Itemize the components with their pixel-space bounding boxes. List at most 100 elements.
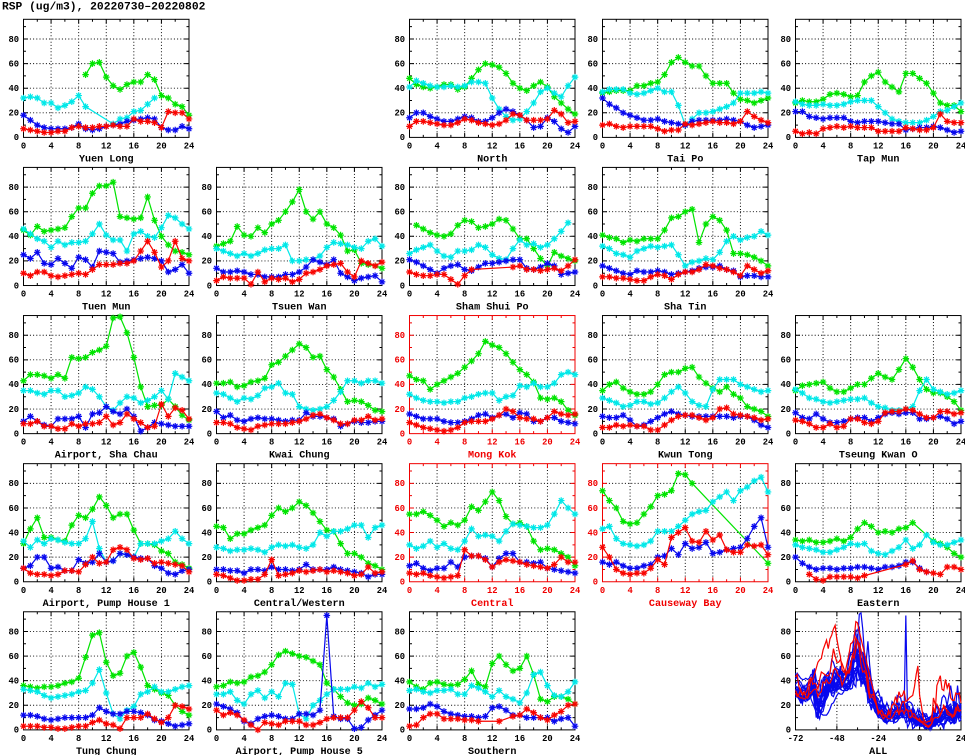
svg-text:16: 16 xyxy=(129,141,140,151)
svg-text:24: 24 xyxy=(184,586,195,596)
svg-text:0: 0 xyxy=(21,586,26,596)
svg-text:4: 4 xyxy=(434,141,440,151)
svg-text:0: 0 xyxy=(14,281,19,291)
svg-text:80: 80 xyxy=(8,331,19,341)
svg-text:0: 0 xyxy=(214,734,219,744)
svg-text:8: 8 xyxy=(462,438,467,448)
svg-text:12: 12 xyxy=(873,586,884,596)
svg-text:0: 0 xyxy=(593,429,598,439)
svg-text:80: 80 xyxy=(8,627,19,637)
svg-text:40: 40 xyxy=(587,528,598,538)
svg-text:80: 80 xyxy=(587,183,598,193)
svg-text:20: 20 xyxy=(542,290,553,300)
svg-text:0: 0 xyxy=(400,726,405,736)
svg-text:Sham Shui Po: Sham Shui Po xyxy=(456,302,529,314)
svg-text:Yuen Long: Yuen Long xyxy=(79,154,134,165)
svg-text:Mong Kok: Mong Kok xyxy=(468,450,516,462)
svg-text:80: 80 xyxy=(201,331,212,341)
svg-text:20: 20 xyxy=(735,290,746,300)
svg-text:16: 16 xyxy=(901,586,912,596)
svg-text:0: 0 xyxy=(600,141,605,151)
svg-text:24: 24 xyxy=(956,438,965,448)
svg-text:80: 80 xyxy=(780,331,791,341)
svg-text:80: 80 xyxy=(780,627,791,637)
svg-text:60: 60 xyxy=(8,208,19,218)
svg-text:20: 20 xyxy=(349,290,360,300)
svg-text:60: 60 xyxy=(8,59,19,69)
svg-text:16: 16 xyxy=(515,438,526,448)
svg-text:12: 12 xyxy=(101,141,112,151)
svg-text:0: 0 xyxy=(207,726,212,736)
svg-text:60: 60 xyxy=(8,356,19,366)
svg-text:4: 4 xyxy=(241,734,247,744)
svg-text:40: 40 xyxy=(780,84,791,94)
svg-text:0: 0 xyxy=(917,734,922,744)
svg-text:40: 40 xyxy=(780,380,791,390)
svg-text:12: 12 xyxy=(294,290,305,300)
svg-text:20: 20 xyxy=(542,586,553,596)
svg-text:20: 20 xyxy=(349,734,360,744)
svg-text:40: 40 xyxy=(394,84,405,94)
svg-text:4: 4 xyxy=(820,141,826,151)
svg-text:80: 80 xyxy=(8,479,19,489)
svg-text:0: 0 xyxy=(786,429,791,439)
svg-text:20: 20 xyxy=(780,701,791,711)
svg-text:12: 12 xyxy=(294,586,305,596)
svg-text:20: 20 xyxy=(8,701,19,711)
svg-text:16: 16 xyxy=(322,586,333,596)
svg-text:0: 0 xyxy=(214,290,219,300)
svg-text:16: 16 xyxy=(708,586,719,596)
svg-text:24: 24 xyxy=(956,734,965,744)
svg-text:Airport, Pump House 1: Airport, Pump House 1 xyxy=(43,598,170,610)
svg-text:20: 20 xyxy=(156,290,167,300)
svg-text:80: 80 xyxy=(587,35,598,45)
svg-text:24: 24 xyxy=(377,586,388,596)
svg-text:4: 4 xyxy=(627,438,633,448)
svg-text:8: 8 xyxy=(269,290,274,300)
svg-text:4: 4 xyxy=(48,438,54,448)
svg-text:60: 60 xyxy=(394,652,405,662)
svg-text:80: 80 xyxy=(394,183,405,193)
svg-text:24: 24 xyxy=(377,290,388,300)
svg-text:24: 24 xyxy=(377,734,388,744)
svg-text:0: 0 xyxy=(14,578,19,588)
svg-text:0: 0 xyxy=(793,438,798,448)
svg-text:60: 60 xyxy=(201,504,212,514)
svg-text:0: 0 xyxy=(407,438,412,448)
svg-text:Causeway Bay: Causeway Bay xyxy=(649,599,722,610)
svg-text:12: 12 xyxy=(487,734,498,744)
svg-text:16: 16 xyxy=(708,290,719,300)
svg-text:60: 60 xyxy=(587,208,598,218)
svg-text:60: 60 xyxy=(394,208,405,218)
svg-text:20: 20 xyxy=(587,257,598,267)
svg-text:0: 0 xyxy=(21,141,26,151)
svg-text:20: 20 xyxy=(587,405,598,415)
svg-text:8: 8 xyxy=(655,290,660,300)
svg-text:Sha Tin: Sha Tin xyxy=(664,302,706,314)
svg-text:24: 24 xyxy=(956,141,965,151)
svg-text:Tung Chung: Tung Chung xyxy=(76,746,137,755)
svg-text:24: 24 xyxy=(570,290,581,300)
svg-text:40: 40 xyxy=(201,676,212,686)
svg-text:20: 20 xyxy=(735,141,746,151)
svg-text:60: 60 xyxy=(394,504,405,514)
svg-text:20: 20 xyxy=(928,141,939,151)
svg-text:16: 16 xyxy=(708,141,719,151)
svg-text:8: 8 xyxy=(269,586,274,596)
svg-text:16: 16 xyxy=(322,438,333,448)
svg-text:4: 4 xyxy=(48,586,54,596)
svg-text:40: 40 xyxy=(201,380,212,390)
svg-text:16: 16 xyxy=(515,290,526,300)
svg-text:20: 20 xyxy=(156,438,167,448)
svg-text:20: 20 xyxy=(394,405,405,415)
svg-text:12: 12 xyxy=(680,438,691,448)
svg-text:Tap Mun: Tap Mun xyxy=(857,154,899,165)
svg-text:80: 80 xyxy=(780,479,791,489)
svg-text:40: 40 xyxy=(780,676,791,686)
svg-text:24: 24 xyxy=(763,586,774,596)
svg-text:-72: -72 xyxy=(788,734,804,744)
svg-text:0: 0 xyxy=(600,438,605,448)
svg-text:4: 4 xyxy=(48,734,54,744)
svg-text:80: 80 xyxy=(780,35,791,45)
svg-text:12: 12 xyxy=(680,141,691,151)
